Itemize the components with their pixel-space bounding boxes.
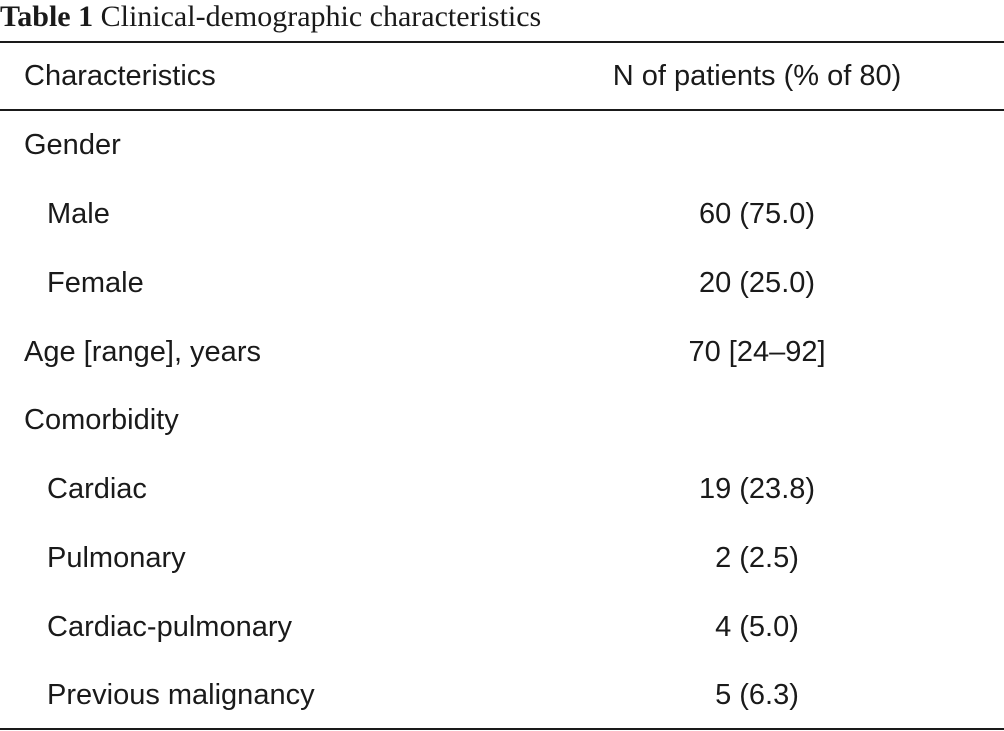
table-header-rule <box>0 109 1004 111</box>
row-characteristic: Male <box>47 198 110 230</box>
row-value: 5 (6.3) <box>715 679 799 711</box>
table-row: Gender <box>0 111 1004 180</box>
row-value: 20 (25.0) <box>698 267 816 299</box>
row-value: 19 (23.8) <box>698 473 816 505</box>
header-characteristics: Characteristics <box>24 60 216 92</box>
table-row: Previous malignancy 5 (6.3) <box>0 661 1004 730</box>
row-value: 60 (75.0) <box>698 198 816 230</box>
table-row: Pulmonary 2 (2.5) <box>0 524 1004 593</box>
table-row: Cardiac-pulmonary 4 (5.0) <box>0 593 1004 662</box>
table-top-rule <box>0 41 1004 43</box>
row-characteristic: Comorbidity <box>24 404 179 436</box>
header-n-patients: N of patients (% of 80) <box>612 60 902 92</box>
table-row: Cardiac 19 (23.8) <box>0 455 1004 524</box>
table-caption-label: Table 1 <box>0 0 94 33</box>
table-header-row: Characteristics N of patients (% of 80) <box>0 42 1004 111</box>
table-row: Age [range], years 70 [24–92] <box>0 318 1004 387</box>
table-caption-text: Clinical-demographic characteristics <box>100 0 542 33</box>
row-characteristic: Pulmonary <box>47 542 186 574</box>
row-value: 4 (5.0) <box>715 611 799 643</box>
row-characteristic: Female <box>47 267 144 299</box>
table-row: Male 60 (75.0) <box>0 180 1004 249</box>
row-value: 70 [24–92] <box>688 336 826 368</box>
row-value: 2 (2.5) <box>715 542 799 574</box>
table-caption: Table 1 Clinical-demographic characteris… <box>0 0 541 40</box>
row-characteristic: Gender <box>24 129 121 161</box>
row-characteristic: Cardiac <box>47 473 147 505</box>
row-characteristic: Previous malignancy <box>47 679 315 711</box>
table-row: Female 20 (25.0) <box>0 249 1004 318</box>
row-characteristic: Age [range], years <box>24 336 261 368</box>
row-characteristic: Cardiac-pulmonary <box>47 611 292 643</box>
table-row: Comorbidity <box>0 386 1004 455</box>
table-bottom-rule <box>0 728 1004 730</box>
